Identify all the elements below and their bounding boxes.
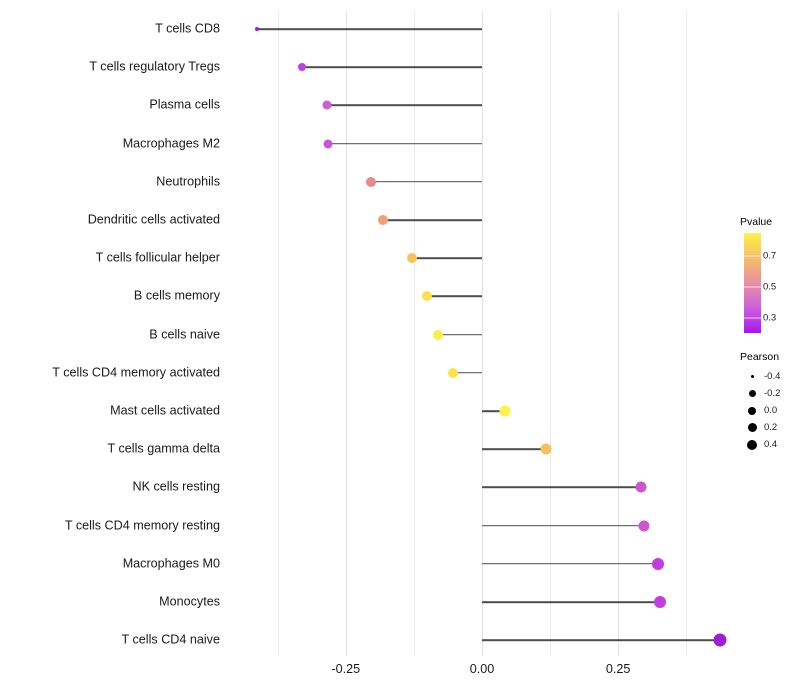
pearson-legend-dot	[750, 375, 754, 378]
lollipop-dot[interactable]	[653, 596, 666, 608]
pearson-legend-dot	[748, 390, 756, 397]
pearson-legend-row: -0.4	[740, 368, 800, 385]
pearson-legend-dot-cell	[740, 390, 764, 397]
gridline-minor	[413, 10, 415, 656]
colorbar-tick-mark	[744, 255, 761, 257]
y-axis-label: T cells follicular helper	[95, 250, 220, 265]
pvalue-colorbar-gradient	[744, 233, 761, 333]
pearson-legend-row: 0.0	[740, 402, 800, 419]
lollipop-dot[interactable]	[421, 291, 432, 302]
lollipop-stem	[371, 181, 482, 183]
lollipop-stem	[482, 410, 505, 412]
y-axis-label: Monocytes	[159, 594, 220, 609]
lollipop-stem	[482, 448, 546, 450]
y-axis-label: T cells CD4 naive	[121, 632, 220, 647]
gridline-major	[345, 10, 347, 656]
colorbar-tick-mark	[744, 286, 761, 288]
gridline-major	[618, 10, 620, 656]
y-axis-label: T cells CD4 memory resting	[64, 518, 220, 533]
lollipop-stem	[426, 295, 482, 298]
lollipop-stem	[437, 333, 482, 336]
pearson-legend-dot	[747, 423, 757, 432]
y-axis-label: Macrophages M0	[122, 556, 220, 571]
lollipop-dot[interactable]	[378, 215, 389, 225]
pearson-legend-dot-cell	[740, 439, 764, 450]
x-axis-tick-label: -0.25	[331, 662, 361, 676]
lollipop-stem	[328, 142, 482, 145]
y-axis-label: Macrophages M2	[122, 136, 220, 151]
colorbar-tick-label: 0.3	[763, 312, 777, 324]
gridline-major	[482, 10, 483, 656]
pearson-legend-dot-cell	[740, 375, 764, 378]
pearson-legend-label: -0.2	[764, 388, 781, 399]
pearson-legend-dot-cell	[740, 406, 764, 415]
lollipop-dot[interactable]	[448, 367, 459, 378]
lollipop-stem	[482, 524, 644, 527]
lollipop-dot[interactable]	[406, 253, 417, 264]
lollipop-dot[interactable]	[254, 27, 259, 31]
colorbar-tick-label: 0.7	[763, 250, 777, 262]
x-axis-tick-label: 0.25	[605, 662, 631, 676]
y-axis-label: NK cells resting	[132, 480, 221, 495]
lollipop-dot[interactable]	[432, 329, 443, 340]
colorbar-tick-mark	[744, 317, 761, 319]
lollipop-stem	[383, 219, 482, 221]
lollipop-dot[interactable]	[322, 100, 332, 110]
lollipop-stem	[482, 486, 641, 489]
lollipop-stem	[482, 639, 721, 641]
lollipop-dot[interactable]	[713, 633, 727, 647]
y-axis-label: Mast cells activated	[110, 403, 220, 418]
y-axis-label: Plasma cells	[149, 98, 220, 113]
lollipop-dot[interactable]	[540, 443, 552, 455]
lollipop-stem	[482, 563, 659, 565]
lollipop-dot[interactable]	[638, 520, 650, 532]
pearson-legend-label: 0.2	[764, 422, 778, 433]
lollipop-stem	[256, 28, 482, 30]
lollipop-stem	[411, 257, 482, 259]
y-axis-label: B cells memory	[133, 289, 220, 304]
lollipop-stem	[453, 372, 482, 374]
pearson-legend-label: -0.4	[764, 371, 781, 382]
pearson-legend-dot	[747, 439, 757, 450]
lollipop-stem	[301, 66, 482, 68]
x-axis: -0.25 0.00 0.25	[226, 656, 738, 686]
y-axis-label: T cells CD8	[155, 21, 220, 36]
y-axis-category-labels: T cells CD8 T cells regulatory Tregs Plasm…	[0, 0, 220, 700]
lollipop-dot[interactable]	[499, 405, 511, 417]
pearson-legend-title: Pearson	[740, 351, 780, 363]
lollipop-dot[interactable]	[635, 481, 646, 493]
pearson-legend-row: 0.2	[740, 419, 800, 436]
pearson-legend-row: 0.4	[740, 436, 800, 453]
pearson-legend-dot-cell	[740, 423, 764, 432]
y-axis-label: T cells gamma delta	[107, 441, 220, 456]
lollipop-stem	[482, 601, 660, 603]
gridline-minor	[686, 10, 688, 656]
pearson-legend-label: 0.4	[764, 439, 778, 450]
x-axis-tick-label: 0.00	[469, 662, 495, 676]
gridline-minor	[550, 10, 552, 656]
pvalue-colorbar: 0.7 0.5 0.3	[740, 233, 800, 333]
pearson-legend-dot	[748, 406, 756, 415]
lollipop-dot[interactable]	[652, 557, 665, 570]
lollipop-dot[interactable]	[323, 139, 333, 149]
y-axis-label: Neutrophils	[156, 174, 220, 189]
legend-area: Pvalue 0.7 0.5 0.3 Pearson -0.4 -0.2 0.0 0.2 0…	[740, 216, 800, 453]
y-axis-label: T cells CD4 memory activated	[52, 365, 220, 380]
pearson-legend-rows: -0.4 -0.2 0.0 0.2 0.4	[740, 368, 800, 453]
lollipop-dot[interactable]	[366, 176, 377, 187]
lollipop-stem	[327, 104, 482, 107]
pearson-legend-label: 0.0	[764, 405, 778, 416]
pearson-size-legend: Pearson -0.4 -0.2 0.0 0.2 0.4	[740, 351, 800, 453]
y-axis-label: Dendritic cells activated	[87, 212, 220, 227]
y-axis-label: T cells regulatory Tregs	[89, 59, 220, 74]
y-axis-label: B cells naive	[149, 327, 220, 342]
lollipop-dot[interactable]	[297, 63, 306, 72]
gridline-minor	[277, 10, 279, 656]
colorbar-tick-label: 0.5	[763, 281, 777, 293]
plot-panel	[226, 10, 738, 656]
pvalue-legend-title: Pvalue	[740, 216, 773, 228]
pearson-legend-row: -0.2	[740, 385, 800, 402]
